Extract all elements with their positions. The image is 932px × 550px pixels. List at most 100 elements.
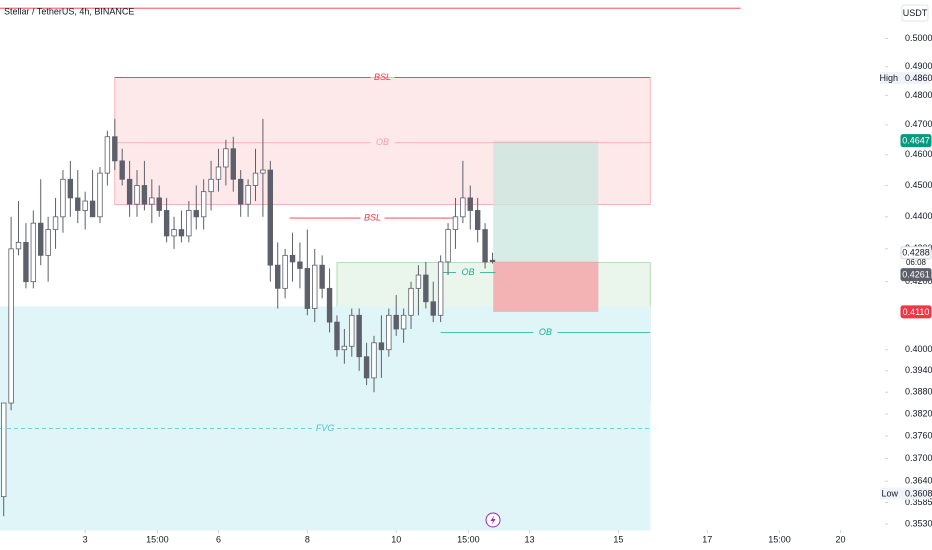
low-marker-price: 0.3608 — [905, 488, 932, 498]
price-tag: 0.4288 — [902, 248, 930, 258]
y-tick-label: 0.4000 — [905, 344, 932, 354]
price-tag: 0.4261 — [902, 269, 930, 279]
candle-body — [119, 160, 125, 180]
candle-body — [193, 210, 199, 218]
y-tick-label: 0.5000 — [905, 33, 932, 43]
candle-body — [363, 356, 370, 379]
candle-body — [126, 178, 133, 205]
y-tick-label: 0.3820 — [905, 408, 932, 418]
low-marker-label: Low — [881, 488, 898, 498]
candle-body — [319, 264, 325, 289]
y-tick-label: 0.4600 — [905, 149, 932, 159]
candle-body — [38, 222, 44, 256]
level-label: OB — [376, 137, 389, 147]
x-tick-label: 15:00 — [146, 534, 169, 544]
candle-body — [134, 185, 140, 205]
candle-body — [334, 321, 340, 351]
price-tag-box — [900, 305, 932, 319]
zone — [0, 306, 651, 531]
candle-body — [156, 197, 162, 211]
candle-body — [400, 314, 407, 330]
candle-body — [452, 216, 459, 230]
candle-body — [430, 301, 436, 316]
candle-body — [149, 197, 155, 205]
y-tick-label: 0.3940 — [905, 365, 932, 375]
candle-body — [437, 261, 444, 316]
candle-body — [245, 185, 251, 205]
candle-body — [171, 229, 177, 237]
level-label: FVG — [316, 423, 335, 433]
candle-body — [45, 229, 51, 256]
candle-body — [312, 264, 318, 309]
candle-body — [75, 197, 81, 211]
level-label: OB — [462, 267, 475, 277]
candle-body — [215, 166, 222, 180]
currency[interactable]: USDT — [903, 8, 928, 18]
y-tick-label: 0.4500 — [905, 180, 932, 190]
price-tag-box — [900, 268, 932, 282]
candle-body — [326, 287, 333, 323]
candle-body — [252, 172, 259, 186]
candle-body — [67, 178, 74, 199]
y-tick-label: 0.3640 — [905, 476, 932, 486]
candle-body — [356, 314, 362, 358]
zones: BSL OB BSL OB OB FVG — [0, 7, 741, 531]
candle-body — [297, 261, 303, 269]
candle-body — [52, 216, 59, 230]
y-tick-label: 0.4800 — [905, 90, 932, 100]
x-tick-label: 17 — [702, 534, 712, 544]
high-marker-bg — [880, 72, 930, 85]
candle-body — [289, 254, 296, 263]
level-label: BSL — [374, 72, 391, 82]
candle-body — [349, 314, 355, 347]
candle-body — [223, 148, 229, 168]
level-label: BSL — [364, 212, 381, 222]
candle-body — [141, 185, 148, 205]
y-tick-label: 0.3585 — [905, 497, 932, 507]
currency-box[interactable] — [901, 4, 929, 22]
high-marker-label: High — [879, 73, 898, 83]
candle-body — [1, 402, 7, 498]
high-marker-price: 0.4860 — [905, 73, 932, 83]
candle-body — [423, 274, 429, 303]
candle-body — [304, 268, 311, 309]
low-marker-bg — [880, 487, 930, 500]
candle-body — [104, 136, 111, 174]
y-tick-label: 0.4700 — [905, 119, 932, 129]
lightning-icon[interactable] — [485, 512, 501, 528]
candle-body — [282, 254, 288, 289]
candle-body — [23, 241, 29, 283]
candle-body — [60, 178, 66, 218]
candle-body — [208, 178, 214, 193]
candle-body — [482, 229, 488, 263]
target-zone — [493, 140, 599, 262]
y-tick-label: 0.3760 — [905, 430, 932, 440]
candle-body — [237, 178, 244, 205]
candle-body — [415, 274, 422, 289]
y-tick-label: 0.3530 — [905, 518, 932, 528]
icon-bolt[interactable] — [490, 515, 496, 525]
candle-body — [386, 314, 392, 351]
candle-body — [467, 197, 473, 211]
x-tick-label: 8 — [305, 534, 310, 544]
x-tick-label: 13 — [525, 534, 535, 544]
candle-body — [460, 197, 466, 218]
candle-body — [97, 172, 103, 218]
price-tag-box — [900, 134, 932, 148]
x-tick-label: 15 — [613, 534, 623, 544]
candle-body — [474, 210, 481, 230]
countdown: 06:08 — [906, 258, 927, 267]
x-tick-label: 6 — [216, 534, 221, 544]
candle-body — [30, 222, 37, 283]
axes: 0.5000 0.4900 0.4800 0.4700 0.4600 0.4500 0.44… — [83, 26, 932, 544]
stop-zone — [493, 261, 599, 312]
candle-body — [8, 248, 14, 404]
candle-body — [341, 345, 348, 351]
candle-body — [178, 229, 185, 237]
candle-body — [89, 200, 96, 218]
x-tick-label: 3 — [83, 534, 88, 544]
candle-body — [489, 259, 496, 262]
candle-body — [371, 342, 377, 379]
candle-body — [445, 229, 451, 263]
